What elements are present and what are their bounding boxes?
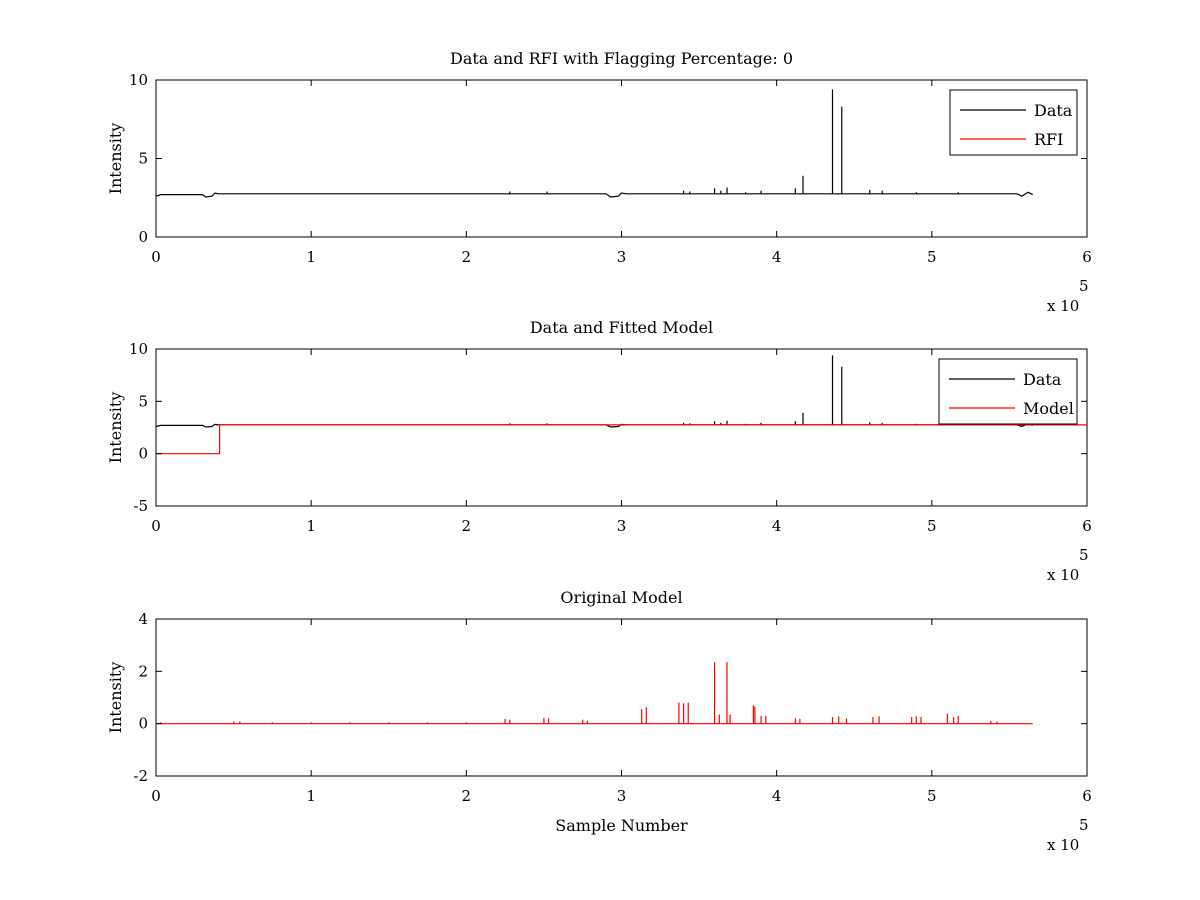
x-axis-label: Sample Number xyxy=(555,816,688,835)
legend-box xyxy=(949,89,1078,156)
series-1-data xyxy=(155,89,1033,198)
x-tick-label: 6 xyxy=(1082,517,1092,535)
x-tick-label: 3 xyxy=(617,248,627,266)
x-tick-label: 5 xyxy=(927,248,937,266)
y-tick-label: 5 xyxy=(138,150,148,168)
y-axis-label: Intensity xyxy=(106,392,125,464)
x-multiplier: x 10 xyxy=(1047,836,1079,854)
x-tick-label: 0 xyxy=(151,517,161,535)
x-multiplier: x 10 xyxy=(1047,297,1079,315)
y-tick-label: 5 xyxy=(138,392,148,410)
series-1-data xyxy=(155,355,1033,428)
x-tick-label: 1 xyxy=(306,787,316,805)
series-1 xyxy=(156,662,1033,725)
x-tick-label: 4 xyxy=(772,787,782,805)
x-tick-label: 0 xyxy=(151,248,161,266)
legend-box xyxy=(938,358,1078,425)
x-tick-label: 6 xyxy=(1082,248,1092,266)
plot-area xyxy=(155,79,1088,238)
x-multiplier-exponent: 5 xyxy=(1079,816,1089,834)
chart-title: Data and Fitted Model xyxy=(530,318,713,337)
legend-label: Data xyxy=(1023,370,1062,389)
x-tick-label: 5 xyxy=(927,787,937,805)
x-tick-label: 1 xyxy=(306,517,316,535)
plot-area xyxy=(155,348,1088,507)
y-tick-label: -2 xyxy=(133,767,148,785)
x-tick-label: 6 xyxy=(1082,787,1092,805)
x-tick-label: 3 xyxy=(617,787,627,805)
series-line xyxy=(155,191,1033,198)
x-tick-label: 3 xyxy=(617,517,627,535)
x-tick-label: 2 xyxy=(462,248,472,266)
legend-label: Data xyxy=(1034,101,1073,120)
x-tick-label: 0 xyxy=(151,787,161,805)
x-tick-label: 1 xyxy=(306,248,316,266)
y-axis-label: Intensity xyxy=(106,662,125,734)
x-tick-label: 4 xyxy=(772,248,782,266)
legend-label: Model xyxy=(1023,399,1074,418)
y-axis-label: Intensity xyxy=(106,123,125,195)
x-tick-label: 4 xyxy=(772,517,782,535)
chart-title: Data and RFI with Flagging Percentage: 0 xyxy=(450,49,793,68)
y-tick-label: 0 xyxy=(138,228,148,246)
x-tick-label: 2 xyxy=(462,517,472,535)
x-multiplier: x 10 xyxy=(1047,566,1079,584)
series-line xyxy=(155,423,1033,428)
series-line xyxy=(156,424,1087,455)
x-tick-label: 2 xyxy=(462,787,472,805)
y-tick-label: -5 xyxy=(133,497,148,515)
y-tick-label: 2 xyxy=(138,662,148,680)
plot-area xyxy=(155,618,1088,777)
y-tick-label: 4 xyxy=(138,610,148,628)
legend-label: RFI xyxy=(1034,130,1063,149)
chart-panel-1: 0 1 2 3 4 5 6 0 5 10 Data and RFI with Flagging Pe… xyxy=(106,49,1092,315)
legend: Data RFI xyxy=(949,89,1078,156)
y-tick-label: 0 xyxy=(138,445,148,463)
x-multiplier-exponent: 5 xyxy=(1079,546,1089,564)
chart-title: Original Model xyxy=(560,588,682,607)
y-tick-label: 10 xyxy=(129,71,148,89)
y-tick-label: 10 xyxy=(129,340,148,358)
y-tick-label: 0 xyxy=(138,715,148,733)
series-2-model xyxy=(156,424,1087,455)
x-tick-label: 5 xyxy=(927,517,937,535)
legend: Data Model xyxy=(938,358,1078,425)
x-multiplier-exponent: 5 xyxy=(1079,277,1089,295)
